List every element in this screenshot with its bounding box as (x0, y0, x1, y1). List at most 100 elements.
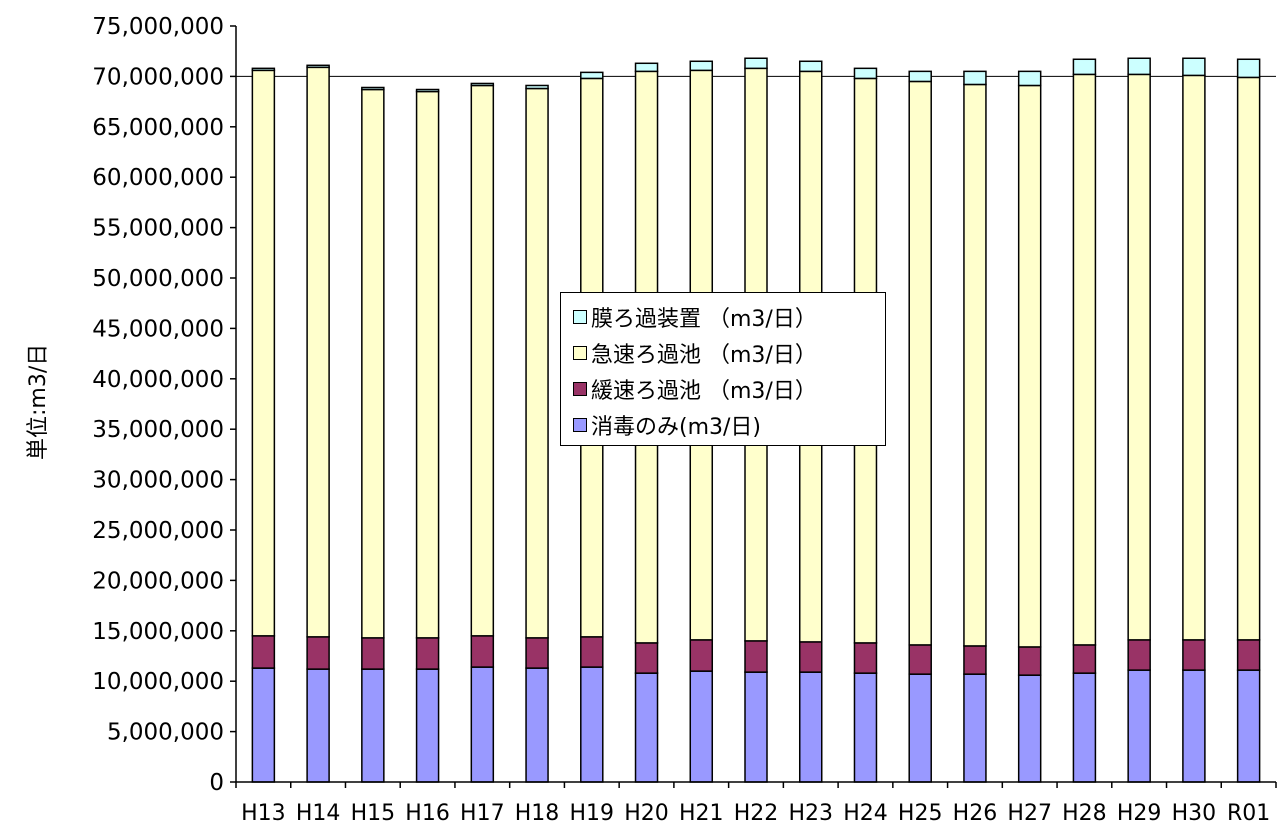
y-tick-label: 5,000,000 (107, 720, 224, 746)
bar-H24-series-0 (853, 672, 878, 783)
legend-label-disinfection: 消毒のみ(m3/日) (591, 415, 762, 440)
bar-H18-series-0 (525, 667, 549, 783)
bar-H30-series-1 (1182, 639, 1206, 671)
bar-H23-series-0 (798, 671, 823, 783)
y-tick-label: 50,000,000 (92, 266, 224, 292)
y-tick-label: 40,000,000 (92, 367, 224, 393)
bar-H16-series-3 (415, 88, 440, 93)
legend-swatch-rapid-filter (573, 346, 587, 360)
x-tick-label: H18 (515, 801, 560, 826)
legend-item-membrane: 膜ろ過装置 （m3/日） (573, 299, 885, 335)
bar-H17-series-2 (470, 84, 495, 637)
x-tick-label: H30 (1172, 801, 1217, 826)
y-tick-label: 35,000,000 (92, 417, 224, 443)
bar-H20-series-1 (634, 642, 659, 674)
bar-H15-series-2 (361, 88, 385, 639)
x-tick-label: H28 (1062, 801, 1107, 826)
bar-H19-series-3 (580, 71, 604, 80)
axes (230, 25, 1277, 788)
bar-H17-series-0 (470, 666, 495, 783)
bar-H24-series-3 (853, 67, 878, 80)
x-tick-label: H27 (1007, 801, 1052, 826)
x-tick-label: H15 (351, 801, 396, 826)
bar-H28-series-0 (1072, 672, 1097, 783)
bar-R01-series-3 (1236, 58, 1261, 79)
y-tick-label: 15,000,000 (92, 619, 224, 645)
legend-item-rapid-filter: 急速ろ過池 （m3/日） (573, 335, 885, 371)
legend-swatch-membrane (573, 310, 587, 324)
bar-H15-series-0 (361, 668, 385, 783)
bar-H21-series-0 (689, 670, 714, 783)
bar-H27-series-2 (1017, 84, 1042, 648)
bar-H29-series-1 (1127, 639, 1151, 671)
legend-item-disinfection: 消毒のみ(m3/日) (573, 407, 885, 443)
bar-H19-series-1 (580, 636, 604, 668)
bar-H27-series-1 (1017, 646, 1042, 676)
x-tick-label: H26 (953, 801, 998, 826)
bar-H20-series-3 (634, 62, 659, 73)
x-tick-label: H13 (241, 801, 286, 826)
bar-H18-series-2 (525, 87, 549, 639)
bar-H25-series-2 (908, 80, 932, 646)
bar-R01-series-0 (1236, 669, 1261, 783)
bar-H22-series-3 (744, 57, 768, 70)
x-tick-label: H29 (1117, 801, 1162, 826)
bar-H29-series-2 (1127, 73, 1151, 641)
bar-H23-series-1 (798, 641, 823, 673)
legend-swatch-slow-filter (573, 382, 587, 396)
bar-R01-series-1 (1236, 639, 1261, 671)
bar-H14-series-1 (306, 636, 330, 670)
bar-H28-series-3 (1072, 58, 1097, 76)
bar-H15-series-1 (361, 637, 385, 670)
y-tick-label: 10,000,000 (92, 669, 224, 695)
bar-H25-series-3 (908, 70, 932, 83)
bar-H29-series-0 (1127, 669, 1151, 783)
y-axis-label: 単位:m3/日 (26, 343, 51, 460)
x-tick-label: R01 (1227, 801, 1270, 826)
bar-H21-series-3 (689, 60, 714, 72)
y-tick-label: 55,000,000 (92, 216, 224, 242)
legend-label-membrane: 膜ろ過装置 （m3/日） (591, 307, 817, 332)
legend: 膜ろ過装置 （m3/日） 急速ろ過池 （m3/日） 緩速ろ過池 （m3/日） 消… (560, 292, 886, 446)
y-tick-label: 45,000,000 (92, 316, 224, 342)
bar-H16-series-1 (415, 637, 440, 670)
legend-label-rapid-filter: 急速ろ過池 （m3/日） (591, 343, 817, 368)
bar-H15-series-3 (361, 86, 385, 91)
y-tick-label: 30,000,000 (92, 468, 224, 494)
bar-H26-series-3 (963, 70, 987, 86)
legend-label-slow-filter: 緩速ろ過池 （m3/日） (591, 379, 817, 404)
x-tick-label: H20 (624, 801, 669, 826)
x-tick-label: H23 (788, 801, 833, 826)
bar-H18-series-1 (525, 637, 549, 669)
bar-H13-series-3 (251, 67, 276, 72)
bar-H14-series-2 (306, 66, 330, 638)
bar-R01-series-2 (1236, 76, 1261, 641)
bar-H18-series-3 (525, 84, 549, 90)
legend-item-slow-filter: 緩速ろ過池 （m3/日） (573, 371, 885, 407)
y-tick-label: 70,000,000 (92, 64, 224, 90)
x-tick-label: H24 (843, 801, 888, 826)
y-tick-label: 75,000,000 (92, 14, 224, 40)
bar-H28-series-2 (1072, 73, 1097, 646)
bar-H27-series-0 (1017, 674, 1042, 783)
bar-H19-series-0 (580, 666, 604, 783)
bar-H25-series-0 (908, 673, 932, 783)
bar-H22-series-0 (744, 671, 768, 783)
x-tick-label: H16 (405, 801, 450, 826)
bar-H20-series-0 (634, 672, 659, 783)
x-tick-labels: H13 H14 H15 H16 H17 H18 H19 H20 H21 H22 H23 H24 H25 H… (241, 801, 1270, 826)
bar-H13-series-2 (251, 69, 276, 637)
y-tick-label: 0 (209, 770, 224, 796)
bar-H26-series-0 (963, 673, 987, 783)
bar-H29-series-3 (1127, 57, 1151, 76)
bar-H30-series-2 (1182, 74, 1206, 641)
x-tick-label: H19 (570, 801, 615, 826)
y-tick-label: 60,000,000 (92, 165, 224, 191)
bar-H22-series-1 (744, 640, 768, 673)
bar-H26-series-1 (963, 645, 987, 675)
bar-H17-series-1 (470, 635, 495, 668)
bar-H21-series-1 (689, 639, 714, 672)
x-tick-label: H17 (460, 801, 505, 826)
bar-H17-series-3 (470, 82, 495, 87)
bar-H14-series-3 (306, 64, 330, 69)
